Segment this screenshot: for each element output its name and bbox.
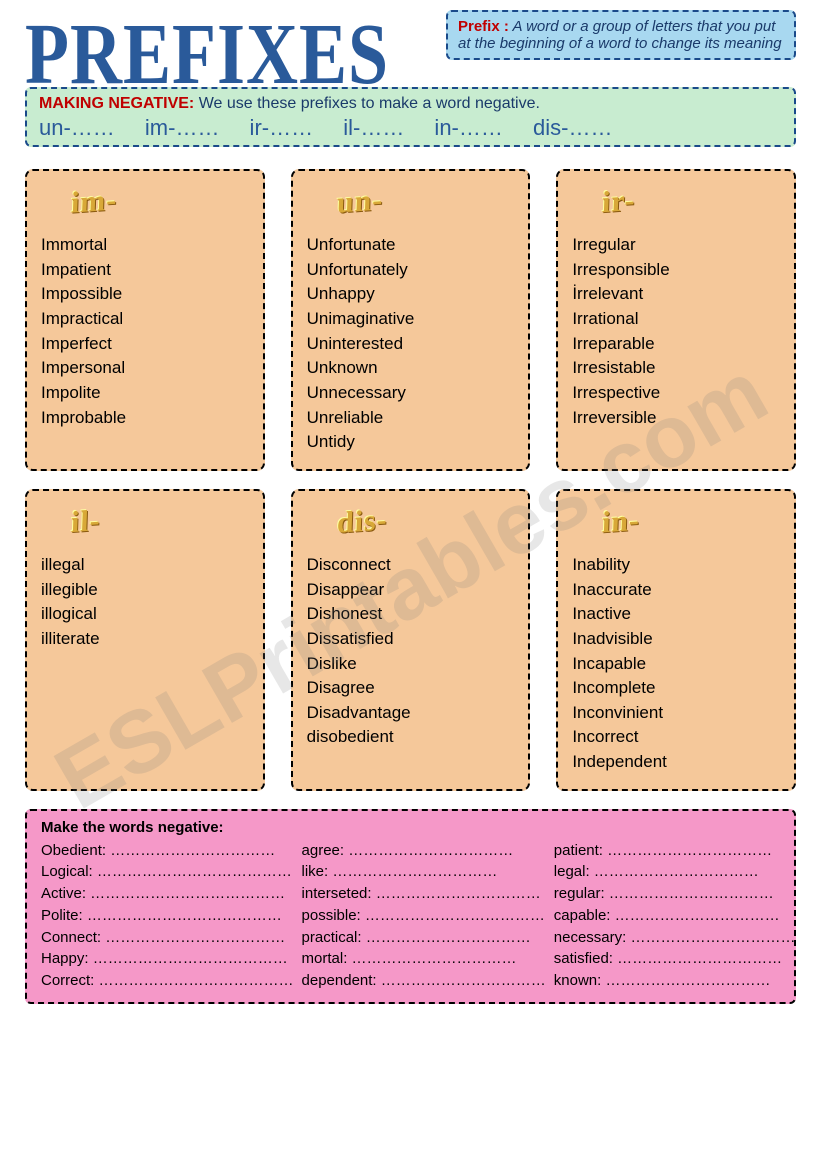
word-item: Impractical — [41, 307, 249, 332]
word-item: Disconnect — [307, 553, 515, 578]
exercise-item: interseted: …………………………… — [302, 883, 546, 905]
word-item: Dishonest — [307, 602, 515, 627]
word-item: Incapable — [572, 652, 780, 677]
word-list: ImmortalImpatientImpossibleImpracticalIm… — [41, 233, 249, 430]
word-item: Unnecessary — [307, 381, 515, 406]
word-item: Imperfect — [41, 332, 249, 357]
word-item: Irrespective — [572, 381, 780, 406]
exercise-col-3: patient: …………………………… legal: …………………………… … — [554, 840, 796, 992]
word-item: Dissatisfied — [307, 627, 515, 652]
definition-box: Prefix : A word or a group of letters th… — [446, 10, 796, 60]
exercise-item: necessary: …………………………… — [554, 927, 796, 949]
word-item: Impatient — [41, 258, 249, 283]
word-list: UnfortunateUnfortunatelyUnhappyUnimagina… — [307, 233, 515, 455]
word-item: Irresponsible — [572, 258, 780, 283]
exercise-col-1: Obedient: ……………………………Logical: …………………………… — [41, 840, 294, 992]
page-title: PREFIXES — [25, 18, 389, 91]
word-item: Impersonal — [41, 356, 249, 381]
prefix-heading: un- — [336, 183, 383, 220]
word-list: DisconnectDisappearDishonestDissatisfied… — [307, 553, 515, 750]
exercise-box: Make the words negative: Obedient: ……………… — [25, 809, 796, 1004]
definition-label: Prefix : — [458, 18, 509, 35]
word-item: İrrelevant — [572, 282, 780, 307]
word-item: Irreversible — [572, 406, 780, 431]
exercise-item: dependent: …………………………… — [302, 970, 546, 992]
exercise-item: capable: …………………………… — [554, 905, 796, 927]
negative-prefix-list: un-…… im-…… ir-…… il-…… in-…… dis-…… — [39, 115, 782, 141]
card-in: in- InabilityInaccurateInactiveInadvisib… — [556, 489, 796, 791]
prefix-grid: im- ImmortalImpatientImpossibleImpractic… — [25, 169, 796, 791]
word-item: Irregular — [572, 233, 780, 258]
exercise-item: Connect: ……………………………… — [41, 927, 294, 949]
word-item: Improbable — [41, 406, 249, 431]
word-item: Irreparable — [572, 332, 780, 357]
word-list: InabilityInaccurateInactiveInadvisibleIn… — [572, 553, 780, 775]
card-ir: ir- IrregularIrresponsibleİrrelevantIrra… — [556, 169, 796, 471]
card-il: il- illegalillegibleillogicalilliterate — [25, 489, 265, 791]
word-item: Inaccurate — [572, 578, 780, 603]
prefix-heading: in- — [602, 504, 641, 541]
word-item: Inadvisible — [572, 627, 780, 652]
exercise-item: Happy: ………………………………… — [41, 948, 294, 970]
exercise-item: possible: ……………………………… — [302, 905, 546, 927]
card-im: im- ImmortalImpatientImpossibleImpractic… — [25, 169, 265, 471]
word-item: illegible — [41, 578, 249, 603]
word-item: Irresistable — [572, 356, 780, 381]
word-item: Unhappy — [307, 282, 515, 307]
word-item: Unimaginative — [307, 307, 515, 332]
exercise-item: agree: …………………………… — [302, 840, 546, 862]
card-dis: dis- DisconnectDisappearDishonestDissati… — [291, 489, 531, 791]
word-item: illegal — [41, 553, 249, 578]
exercise-item: like: …………………………… — [302, 861, 546, 883]
word-item: Uninterested — [307, 332, 515, 357]
card-un: un- UnfortunateUnfortunatelyUnhappyUnima… — [291, 169, 531, 471]
word-list: illegalillegibleillogicalilliterate — [41, 553, 249, 652]
word-item: Irrational — [572, 307, 780, 332]
exercise-title: Make the words negative: — [41, 819, 780, 836]
word-item: Disappear — [307, 578, 515, 603]
word-item: Unknown — [307, 356, 515, 381]
word-item: Incomplete — [572, 676, 780, 701]
word-item: Dislike — [307, 652, 515, 677]
exercise-item: known: …………………………… — [554, 970, 796, 992]
prefix-heading: il- — [70, 504, 101, 540]
word-item: Incorrect — [572, 725, 780, 750]
exercise-item: legal: …………………………… — [554, 861, 796, 883]
prefix-heading: im- — [70, 183, 117, 220]
word-item: Unfortunate — [307, 233, 515, 258]
word-item: Unreliable — [307, 406, 515, 431]
word-item: Inconvinient — [572, 701, 780, 726]
exercise-item: Active: ………………………………… — [41, 883, 294, 905]
word-item: Impossible — [41, 282, 249, 307]
word-list: IrregularIrresponsibleİrrelevantIrration… — [572, 233, 780, 430]
word-item: Unfortunately — [307, 258, 515, 283]
exercise-item: Correct: ………………………………… — [41, 970, 294, 992]
word-item: illiterate — [41, 627, 249, 652]
exercise-item: mortal: …………………………… — [302, 948, 546, 970]
exercise-item: Polite: ………………………………… — [41, 905, 294, 927]
prefix-heading: ir- — [602, 184, 637, 221]
word-item: Independent — [572, 750, 780, 775]
exercise-item: satisfied: …………………………… — [554, 948, 796, 970]
exercise-item: Logical: ………………………………… — [41, 861, 294, 883]
word-item: Impolite — [41, 381, 249, 406]
exercise-item: practical: …………………………… — [302, 927, 546, 949]
word-item: Disadvantage — [307, 701, 515, 726]
word-item: illogical — [41, 602, 249, 627]
exercise-item: patient: …………………………… — [554, 840, 796, 862]
exercise-item: regular: …………………………… — [554, 883, 796, 905]
word-item: Untidy — [307, 430, 515, 455]
word-item: Immortal — [41, 233, 249, 258]
word-item: Inactive — [572, 602, 780, 627]
word-item: Disagree — [307, 676, 515, 701]
exercise-col-2: agree: …………………………… like: …………………………… int… — [302, 840, 546, 992]
exercise-item: Obedient: …………………………… — [41, 840, 294, 862]
prefix-heading: dis- — [336, 503, 388, 541]
word-item: disobedient — [307, 725, 515, 750]
word-item: Inability — [572, 553, 780, 578]
